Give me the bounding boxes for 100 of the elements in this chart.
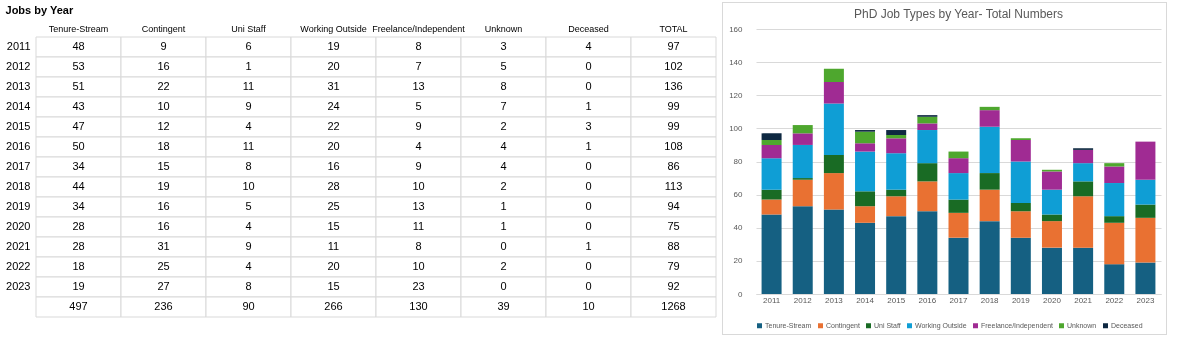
data-label: 43 xyxy=(72,100,85,112)
x-tick-label: 2015 xyxy=(887,295,906,305)
data-label: 266 xyxy=(324,300,343,312)
data-label: 99 xyxy=(667,120,680,132)
bar xyxy=(761,214,782,294)
data-label: 28 xyxy=(72,220,85,232)
x-tick-label: Deceased xyxy=(568,23,609,34)
data-label: 1 xyxy=(500,200,507,212)
bar xyxy=(1041,214,1062,222)
data-label: 8 xyxy=(500,80,507,92)
bar xyxy=(823,103,844,155)
data-label: 19 xyxy=(72,280,85,292)
data-label: 11 xyxy=(242,140,255,152)
data-label: 136 xyxy=(664,80,683,92)
data-label: 92 xyxy=(667,280,680,292)
x-tick-label: Contingent xyxy=(141,23,186,34)
bar xyxy=(1135,141,1156,180)
bar xyxy=(979,106,1000,111)
data-label: 19 xyxy=(157,180,170,192)
data-label: 0 xyxy=(585,80,592,92)
y-tick-label: 100 xyxy=(729,123,744,133)
x-tick-label: 2016 xyxy=(918,295,937,305)
data-label: 28 xyxy=(72,240,85,252)
y-tick-label: 2019 xyxy=(6,200,31,212)
y-tick-label: 2018 xyxy=(6,180,31,192)
data-label: 12 xyxy=(157,120,170,132)
data-label: 3 xyxy=(585,120,592,132)
y-tick-label: 2014 xyxy=(6,100,31,112)
data-label: 1 xyxy=(245,60,252,72)
data-label: 0 xyxy=(585,260,592,272)
x-tick-label: 2018 xyxy=(980,295,1000,305)
data-label: 113 xyxy=(664,180,683,192)
data-label: 236 xyxy=(154,300,173,312)
bar xyxy=(1073,181,1094,197)
data-label: 22 xyxy=(327,120,340,132)
data-label: 10 xyxy=(582,300,595,312)
data-label: 4 xyxy=(245,220,252,232)
bar xyxy=(948,158,969,174)
data-label: 13 xyxy=(412,200,425,212)
x-tick-label: 2017 xyxy=(949,295,968,305)
data-label: 0 xyxy=(500,280,507,292)
data-label: 1 xyxy=(585,140,592,152)
x-tick-label: Working Outside xyxy=(300,23,367,34)
bar xyxy=(917,163,938,182)
bar xyxy=(979,126,1000,174)
bar xyxy=(855,131,876,144)
bar xyxy=(792,144,813,179)
data-label: 4 xyxy=(415,140,422,152)
data-label: 31 xyxy=(157,240,170,252)
bar xyxy=(1041,221,1062,248)
x-tick-label: 2014 xyxy=(856,295,875,305)
bar xyxy=(1073,196,1094,248)
data-label: 11 xyxy=(412,220,425,232)
data-label: 97 xyxy=(667,40,680,52)
data-label: 39 xyxy=(497,300,510,312)
data-label: 94 xyxy=(667,200,680,212)
data-label: 5 xyxy=(415,100,422,112)
bar xyxy=(948,173,969,200)
bar xyxy=(1041,189,1062,215)
data-label: 497 xyxy=(69,300,88,312)
data-label: 53 xyxy=(72,60,85,72)
bar xyxy=(1104,264,1125,294)
x-tick-label: Tenure-Stream xyxy=(48,23,109,34)
data-label: 8 xyxy=(245,280,252,292)
data-label: 5 xyxy=(245,200,252,212)
bar xyxy=(1073,163,1094,182)
bar xyxy=(917,116,938,124)
bar xyxy=(979,110,1000,127)
bar xyxy=(855,206,876,223)
data-label: 6 xyxy=(245,40,252,52)
bar xyxy=(1135,179,1156,205)
data-label: 50 xyxy=(72,140,85,152)
data-label: 16 xyxy=(157,60,170,72)
bar xyxy=(1104,163,1125,167)
data-label: 20 xyxy=(327,60,340,72)
bar xyxy=(886,153,907,190)
bar xyxy=(886,130,907,135)
y-tick-label: 2015 xyxy=(6,120,31,132)
data-label: 47 xyxy=(72,120,85,132)
data-label: 20 xyxy=(327,140,340,152)
y-tick-label: 2022 xyxy=(6,260,31,272)
bar xyxy=(886,138,907,154)
bar xyxy=(1041,171,1062,190)
data-label: 108 xyxy=(664,140,683,152)
data-label: 28 xyxy=(327,180,340,192)
data-label: 0 xyxy=(500,240,507,252)
x-tick-label: 2019 xyxy=(1011,295,1031,305)
data-label: 1 xyxy=(500,220,507,232)
y-tick-label: 140 xyxy=(729,57,744,67)
data-label: 34 xyxy=(72,200,85,212)
x-tick-label: 2011 xyxy=(762,295,781,305)
y-tick-label: 2020 xyxy=(6,220,31,232)
data-label: 15 xyxy=(327,220,340,232)
y-tick-label: 40 xyxy=(733,223,744,233)
bar xyxy=(855,191,876,207)
bar xyxy=(948,199,969,213)
bar xyxy=(886,135,907,139)
data-label: 4 xyxy=(245,260,252,272)
data-label: 9 xyxy=(160,40,167,52)
bar xyxy=(1104,216,1125,223)
